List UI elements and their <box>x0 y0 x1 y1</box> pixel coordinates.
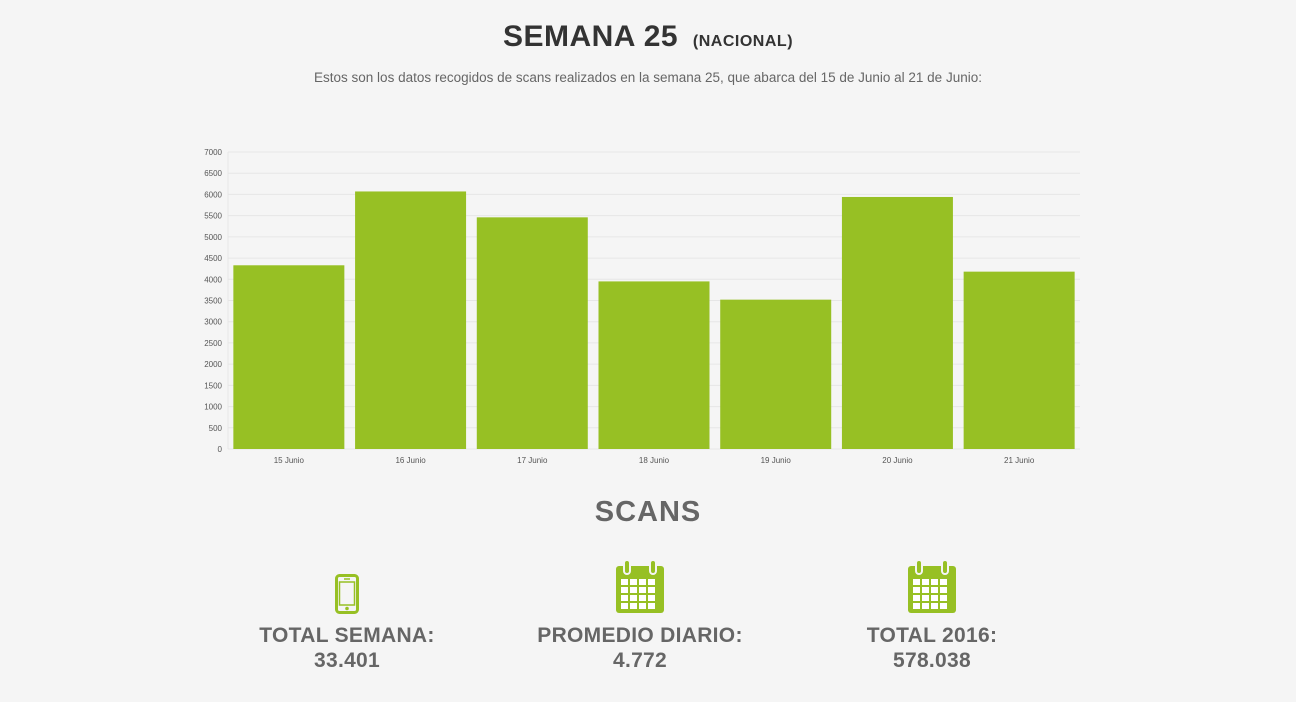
y-tick-label: 500 <box>209 424 223 433</box>
y-tick-label: 7000 <box>204 148 222 157</box>
stat-label: PROMEDIO DIARIO: <box>537 624 743 647</box>
y-tick-label: 1000 <box>204 403 222 412</box>
scans-title: SCANS <box>594 496 702 528</box>
bar <box>720 299 832 449</box>
y-tick-label: 3000 <box>204 318 222 327</box>
y-axis-ticks: 0 500 1000 1500 2000 2500 3000 3500 4000 4500 5000… <box>204 148 222 454</box>
stat-label: TOTAL SEMANA: <box>259 624 435 647</box>
stat-value: 4.772 <box>612 649 668 672</box>
page-subtitle: Estos son los datos recogidos de scans r… <box>314 70 982 85</box>
bar-chart: 0 500 1000 1500 2000 2500 3000 3500 4000 4500 5000… <box>204 148 1080 465</box>
y-tick-label: 2000 <box>204 360 222 369</box>
x-tick-label: 19 Junio <box>761 456 792 465</box>
x-tick-label: 16 Junio <box>395 456 426 465</box>
stat-total-2016: TOTAL 2016: 578.038 <box>782 558 1082 674</box>
x-tick-label: 18 Junio <box>639 456 670 465</box>
chart-bars <box>233 191 1075 450</box>
y-tick-label: 4500 <box>204 254 222 263</box>
bar <box>841 196 953 449</box>
y-tick-label: 6000 <box>204 190 222 199</box>
calendar-icon <box>490 558 790 614</box>
stat-value: 578.038 <box>892 649 971 672</box>
bar <box>355 191 467 450</box>
title-main: SEMANA 25 <box>502 20 679 53</box>
stat-label: TOTAL 2016: <box>866 624 998 647</box>
title-suffix: (NACIONAL) <box>692 33 794 50</box>
y-tick-label: 2500 <box>204 339 222 348</box>
x-axis-ticks: 15 Junio 16 Junio 17 Junio 18 Junio 19 Junio… <box>274 456 1035 465</box>
x-tick-label: 21 Junio <box>1004 456 1035 465</box>
bar <box>598 281 710 449</box>
calendar-icon <box>782 558 1082 614</box>
stat-total-semana: TOTAL SEMANA: 33.401 <box>197 558 497 674</box>
y-tick-label: 4000 <box>204 275 222 284</box>
page-title: SEMANA 25 (NACIONAL) <box>0 20 1296 54</box>
stat-value: 33.401 <box>313 649 381 672</box>
bar <box>476 217 588 449</box>
bar <box>233 265 345 449</box>
stat-promedio-diario: PROMEDIO DIARIO: 4.772 <box>490 558 790 674</box>
bar <box>963 271 1075 449</box>
y-tick-label: 5000 <box>204 233 222 242</box>
x-tick-label: 17 Junio <box>517 456 548 465</box>
y-tick-label: 3500 <box>204 297 222 306</box>
y-tick-label: 1500 <box>204 381 222 390</box>
x-tick-label: 15 Junio <box>274 456 305 465</box>
y-tick-label: 0 <box>218 445 223 454</box>
x-tick-label: 20 Junio <box>882 456 913 465</box>
y-tick-label: 6500 <box>204 169 222 178</box>
y-tick-label: 5500 <box>204 212 222 221</box>
smartphone-icon <box>197 558 497 614</box>
